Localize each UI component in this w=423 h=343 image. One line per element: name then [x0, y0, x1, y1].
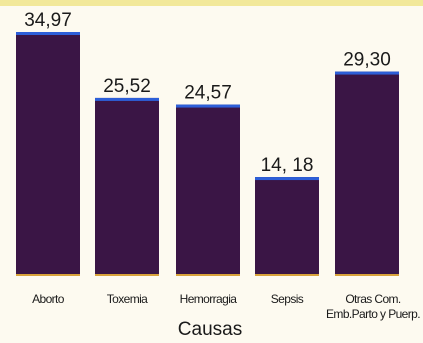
bar-top-edge [16, 32, 80, 35]
bar [335, 71, 399, 276]
category-label: Sepsis [271, 292, 304, 306]
category-label: Aborto [32, 292, 65, 306]
value-label: 14, 18 [261, 155, 314, 176]
bar-base-edge [176, 274, 240, 276]
bar-top-edge [176, 104, 240, 108]
bar-base-edge [255, 274, 319, 276]
bar [95, 97, 159, 276]
value-label: 25,52 [103, 76, 151, 97]
bar-top-edge [95, 97, 159, 101]
category-label: Emb.Parto y Puerp. [326, 307, 420, 321]
bar [16, 32, 80, 276]
bar [176, 104, 240, 276]
bar-base-edge [16, 274, 80, 276]
bar-base-edge [335, 274, 399, 276]
value-label: 34,97 [24, 10, 72, 31]
top-band [0, 0, 423, 6]
bar [255, 177, 319, 276]
bar-top-edge [335, 71, 399, 75]
category-label: Hemorragia [180, 292, 238, 306]
category-label: Toxemia [107, 292, 148, 306]
x-axis-label: Causas [178, 319, 242, 340]
value-label: 24,57 [184, 83, 232, 104]
bar-top-edge [255, 177, 319, 181]
bar-base-edge [95, 274, 159, 276]
value-label: 29,30 [343, 50, 391, 71]
category-label: Otras Com. [345, 292, 401, 306]
